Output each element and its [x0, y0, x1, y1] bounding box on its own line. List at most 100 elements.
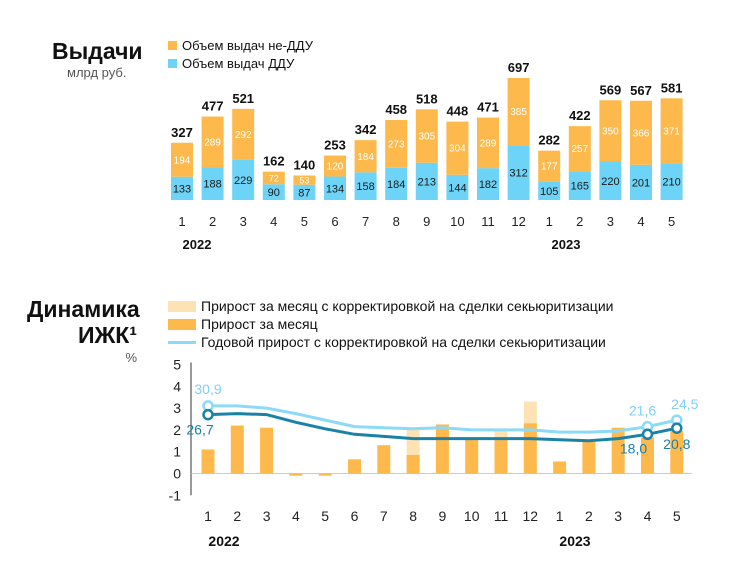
x-tick-label: 4: [292, 508, 300, 524]
bar-label-non-ddu: 177: [541, 162, 558, 173]
annotation-label: 30,9: [194, 381, 221, 397]
bar-label-non-ddu: 385: [510, 107, 527, 118]
year-label-2022: 2022: [208, 533, 239, 549]
x-tick-label: 4: [637, 214, 644, 229]
x-tick-label: 4: [270, 214, 277, 229]
x-tick-label: 2: [585, 508, 593, 524]
bar-monthly: [523, 423, 537, 474]
x-tick-label: 2: [233, 508, 241, 524]
bar-label-non-ddu: 120: [327, 162, 344, 173]
bar-label-ddu: 210: [662, 177, 680, 189]
legend-item-annual-adjusted: Годовой прирост с корректировкой на сдел…: [168, 333, 613, 351]
bar-total-label: 422: [569, 108, 591, 123]
dynamics-legend: Прирост за месяц с корректировкой на сде…: [168, 297, 613, 351]
x-tick-label: 1: [178, 214, 185, 229]
bar-non-ddu: [415, 109, 438, 163]
bar-monthly: [348, 459, 361, 474]
issuance-legend: Объем выдач не-ДДУ Объем выдач ДДУ: [168, 36, 313, 72]
bar-total-label: 162: [263, 154, 285, 169]
bar-label-non-ddu: 292: [235, 130, 252, 141]
bar-non-ddu: [385, 120, 408, 168]
bar-non-ddu: [599, 100, 622, 162]
x-tick-label: 3: [263, 508, 271, 524]
bar-monthly: [582, 441, 596, 474]
x-tick-label: 12: [523, 508, 539, 524]
legend-label-non-ddu: Объем выдач не-ДДУ: [182, 37, 313, 53]
x-tick-label: 8: [393, 214, 400, 229]
y-tick-label: 3: [173, 400, 181, 416]
legend-swatch-ddu: [168, 58, 177, 68]
bar-label-non-ddu: 289: [204, 137, 221, 148]
x-tick-label: 9: [423, 214, 430, 229]
bar-monthly: [406, 454, 420, 474]
x-tick-label: 4: [644, 508, 652, 524]
bar-ddu: [293, 184, 316, 200]
bar-non-ddu: [477, 117, 499, 169]
bar-total-label: 521: [232, 91, 254, 106]
bar-total-label: 581: [661, 80, 683, 95]
x-tick-label: 3: [240, 214, 247, 229]
x-tick-label: 10: [464, 508, 480, 524]
x-tick-label: 9: [439, 508, 447, 524]
x-tick-label: 6: [351, 508, 359, 524]
legend-item-monthly-adjusted: Прирост за месяц с корректировкой на сде…: [168, 297, 613, 315]
legend-label-annual-adjusted: Годовой прирост с корректировкой на сдел…: [201, 334, 606, 350]
legend-item-monthly: Прирост за месяц: [168, 315, 613, 333]
legend-label-ddu: Объем выдач ДДУ: [182, 55, 295, 71]
legend-swatch-monthly: [168, 318, 196, 330]
bar-non-ddu: [630, 100, 652, 165]
bar-label-non-ddu: 350: [602, 126, 619, 137]
bar-non-ddu: [201, 116, 224, 168]
bar-ddu: [201, 167, 224, 200]
x-tick-label: 2: [209, 214, 216, 229]
year-label-2022: 2022: [183, 237, 212, 252]
bar-ddu: [324, 176, 346, 200]
issuance-stacked-bar-chart: 1331943271188289477222929252139072162487…: [171, 60, 683, 252]
bar-ddu: [232, 159, 255, 200]
annotation-label: 26,7: [186, 422, 213, 438]
bar-ddu: [171, 176, 193, 200]
x-tick-label: 2: [576, 214, 583, 229]
y-tick-label: 4: [173, 378, 181, 394]
x-tick-label: 10: [450, 214, 464, 229]
bar-non-ddu: [293, 175, 316, 185]
dynamics-title-line2: ИЖК¹: [77, 322, 137, 348]
bar-monthly: [377, 445, 391, 474]
annotation-label: 24,5: [671, 396, 698, 412]
bar-monthly: [260, 427, 274, 474]
bar-label-ddu: 134: [326, 183, 344, 195]
bar-monthly: [318, 473, 332, 476]
bar-label-ddu: 201: [632, 177, 650, 189]
bar-total-label: 569: [600, 82, 622, 97]
bar-ddu: [354, 172, 377, 200]
x-tick-label: 8: [409, 508, 417, 524]
x-tick-label: 5: [668, 214, 675, 229]
bar-ddu: [538, 181, 561, 200]
x-tick-label: 3: [614, 508, 622, 524]
bar-non-ddu: [446, 121, 469, 175]
bar-monthly: [494, 439, 508, 474]
bar-total-label: 458: [385, 102, 407, 117]
bar-non-ddu: [232, 108, 255, 160]
bar-non-ddu: [324, 155, 346, 177]
annotation-label: 20,8: [663, 436, 690, 452]
bar-label-ddu: 182: [479, 179, 497, 191]
x-tick-label: 5: [673, 508, 681, 524]
bar-ddu: [446, 174, 469, 200]
dynamics-unit: %: [125, 350, 137, 365]
bar-total-label: 282: [538, 133, 560, 148]
bar-total-label: 477: [202, 99, 224, 114]
year-label-2023: 2023: [552, 237, 581, 252]
bar-non-ddu: [538, 150, 561, 182]
bar-label-ddu: 213: [418, 176, 436, 188]
legend-swatch-annual-adjusted: [168, 340, 196, 344]
x-tick-label: 6: [331, 214, 338, 229]
bar-label-ddu: 87: [298, 187, 310, 199]
bar-label-non-ddu: 304: [449, 144, 466, 155]
bar-label-ddu: 133: [173, 183, 191, 195]
bar-label-non-ddu: 194: [174, 155, 191, 166]
bar-ddu: [262, 184, 285, 200]
x-tick-label: 3: [607, 214, 614, 229]
legend-label-monthly: Прирост за месяц: [201, 316, 318, 332]
